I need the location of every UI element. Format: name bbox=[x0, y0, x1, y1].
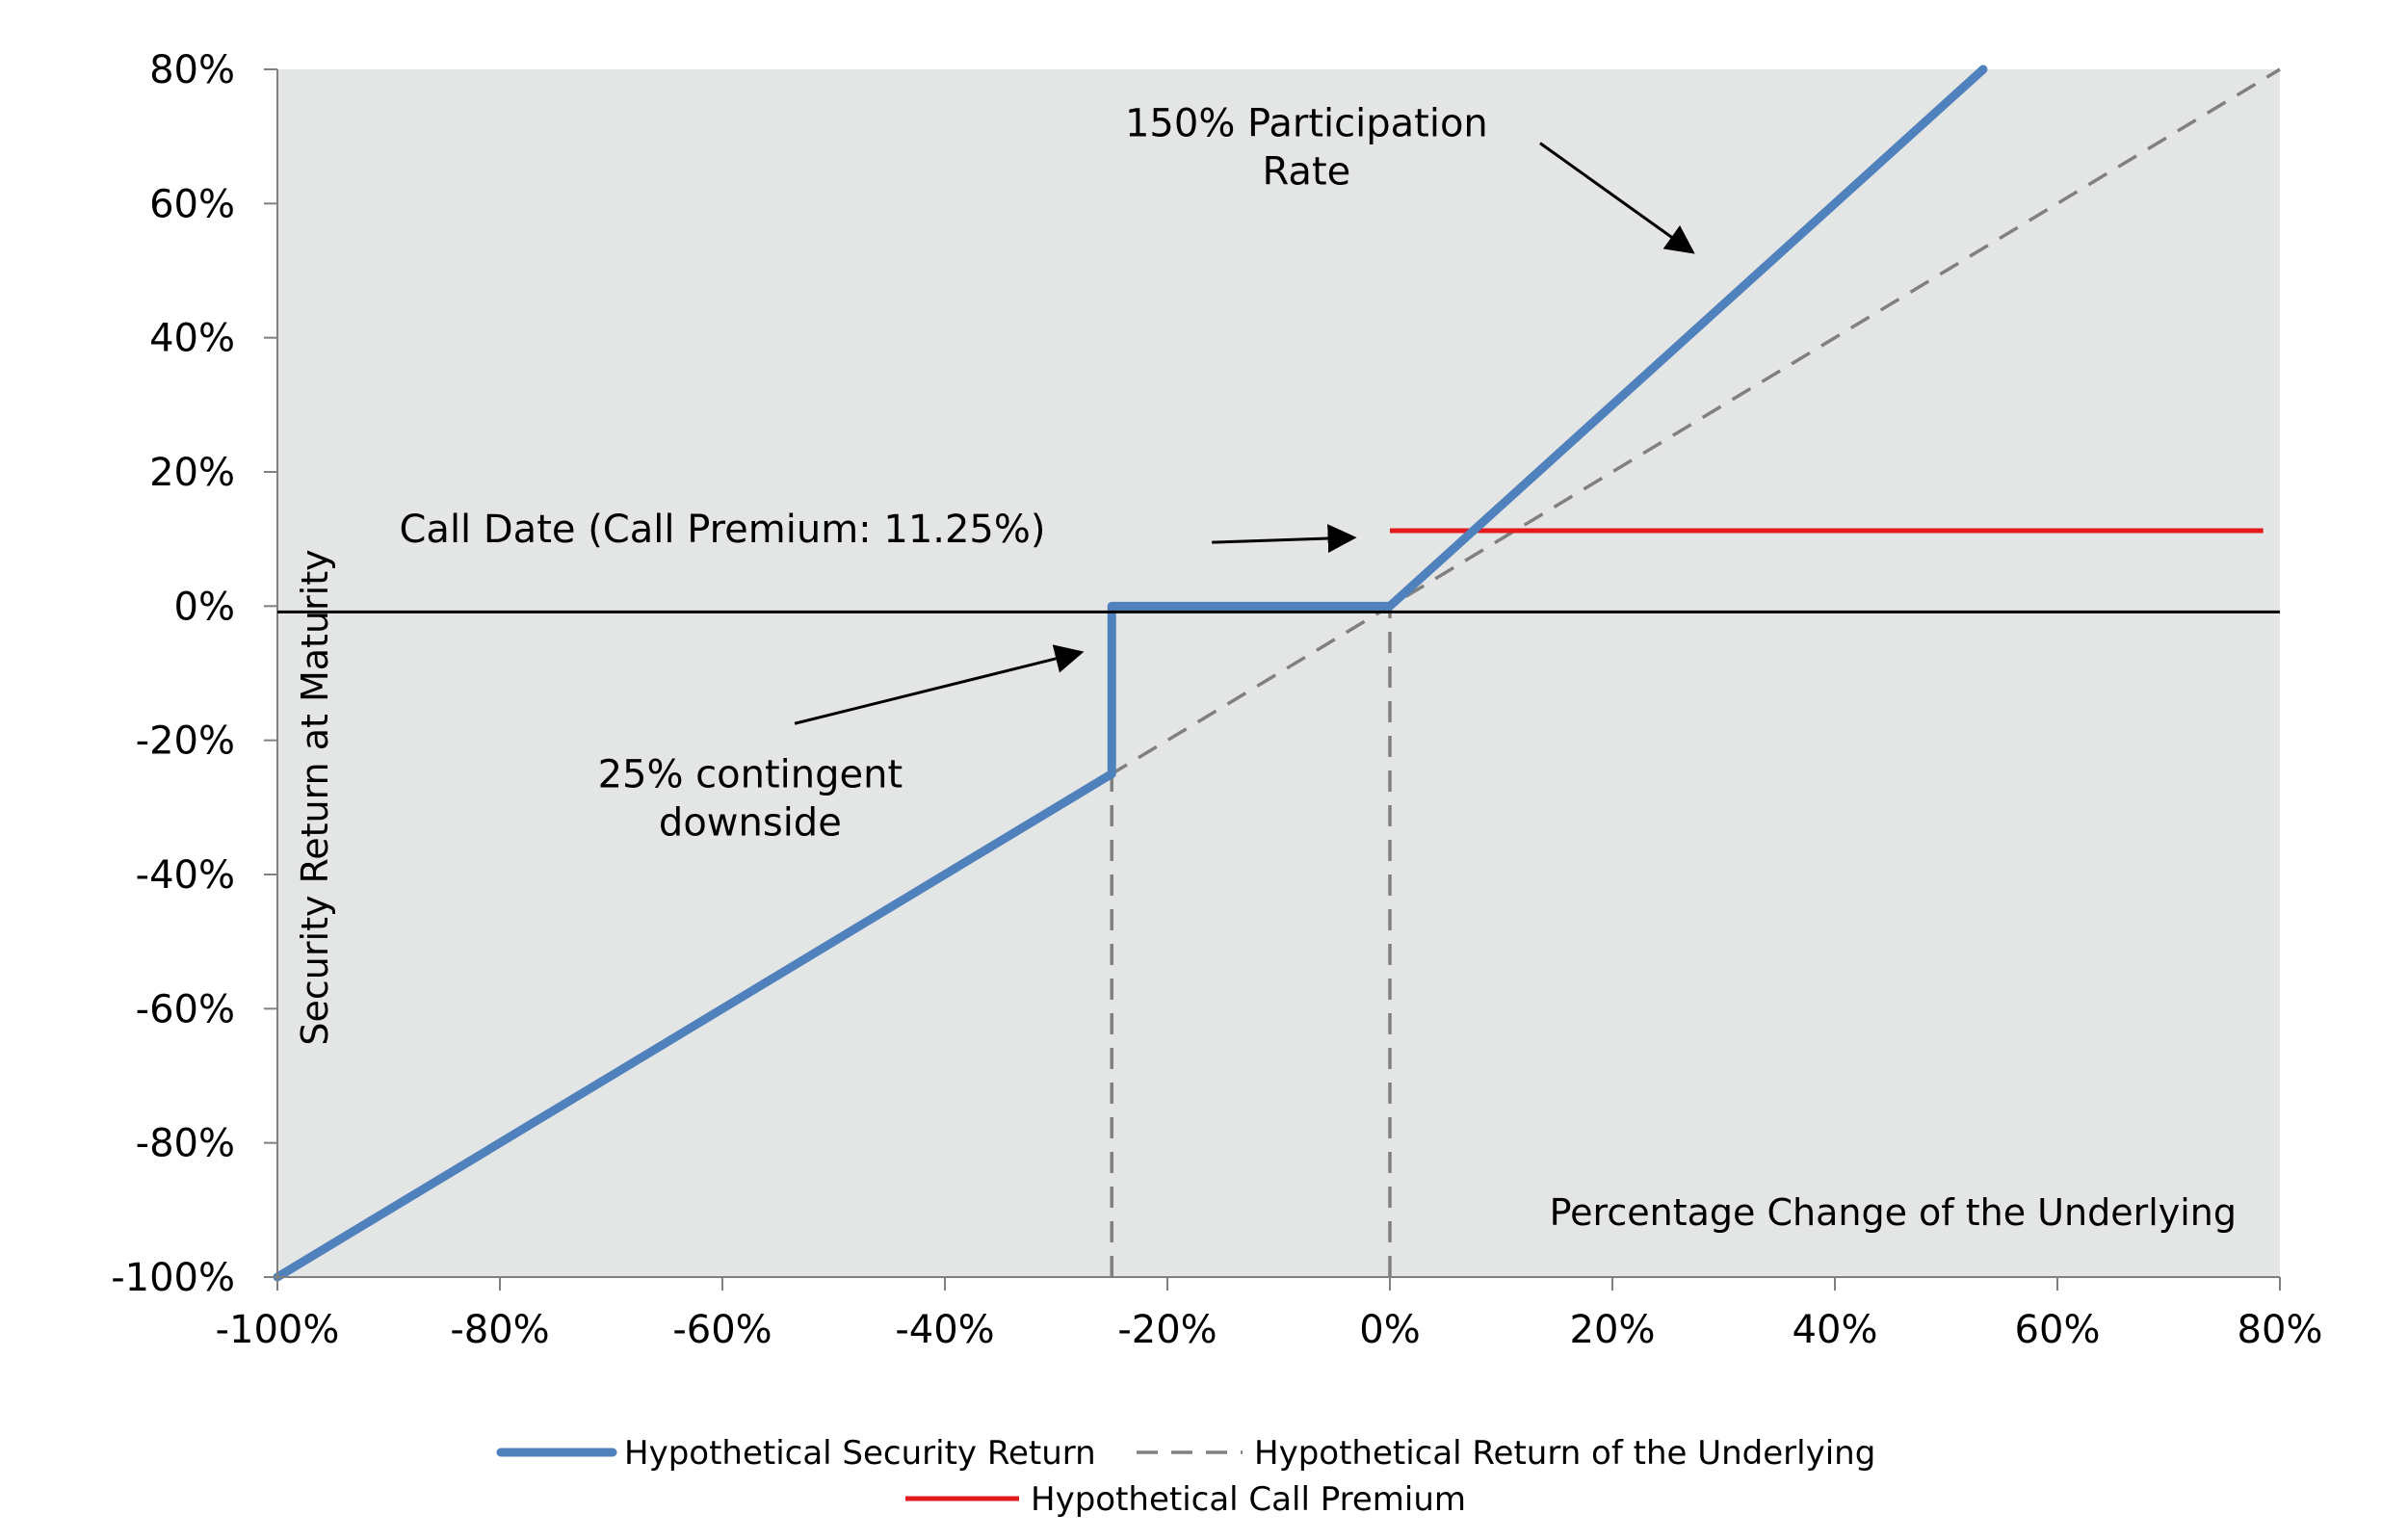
y-tick-label: -100% bbox=[111, 1256, 235, 1300]
annotation-text: Call Date (Call Premium: 11.25%) bbox=[400, 508, 1046, 552]
y-tick-label: 40% bbox=[149, 317, 235, 361]
axes: -100% -80% -60% -40% -20% 0% 20% 40% 60% 80% 80% 60… bbox=[111, 48, 2322, 1352]
legend-label: Hypothetical Security Return bbox=[624, 1434, 1096, 1473]
y-tick-label: -80% bbox=[136, 1122, 235, 1166]
y-tick-label: -40% bbox=[136, 853, 235, 898]
annotation-arrow bbox=[1212, 524, 1357, 554]
x-tick-label: -60% bbox=[672, 1308, 772, 1352]
x-axis-label: Percentage Change of the Underlying bbox=[1550, 1191, 2237, 1234]
annotation-text: downside bbox=[659, 800, 842, 845]
legend-label: Hypothetical Call Premium bbox=[1031, 1480, 1466, 1519]
x-tick-label: -100% bbox=[216, 1308, 340, 1352]
y-tick-label: 80% bbox=[149, 48, 235, 92]
x-tick-label: -40% bbox=[895, 1308, 994, 1352]
x-tick-label: 0% bbox=[1359, 1308, 1420, 1352]
y-tick-label: -60% bbox=[136, 987, 235, 1031]
legend: Hypothetical Security Return Hypothetical… bbox=[496, 1434, 1875, 1519]
annotation-text: 25% contingent bbox=[598, 752, 903, 796]
legend-label: Hypothetical Return of the Underlying bbox=[1254, 1434, 1875, 1473]
x-tick-label: 20% bbox=[1570, 1308, 1656, 1352]
series-layer bbox=[273, 65, 2281, 1282]
annotation-text: 150% Participation bbox=[1125, 102, 1488, 146]
x-tick-label: -80% bbox=[450, 1308, 549, 1352]
y-tick-label: -20% bbox=[136, 719, 235, 764]
annotation-arrow bbox=[1539, 142, 1695, 254]
y-tick-label: 60% bbox=[149, 182, 235, 226]
x-tick-label: 40% bbox=[1793, 1308, 1878, 1352]
reference-lines bbox=[1110, 606, 1392, 1277]
x-tick-label: -20% bbox=[1117, 1308, 1217, 1352]
annotation-arrow bbox=[794, 644, 1085, 725]
series-line-0 bbox=[273, 65, 1988, 1282]
annotation-text: Rate bbox=[1263, 150, 1351, 195]
x-tick-label: 60% bbox=[2015, 1308, 2101, 1352]
y-tick-label: 20% bbox=[149, 451, 235, 495]
y-tick-label: 0% bbox=[174, 585, 235, 629]
y-axis-label: Security Return at Maturity bbox=[294, 549, 336, 1045]
x-tick-label: 80% bbox=[2238, 1308, 2323, 1352]
